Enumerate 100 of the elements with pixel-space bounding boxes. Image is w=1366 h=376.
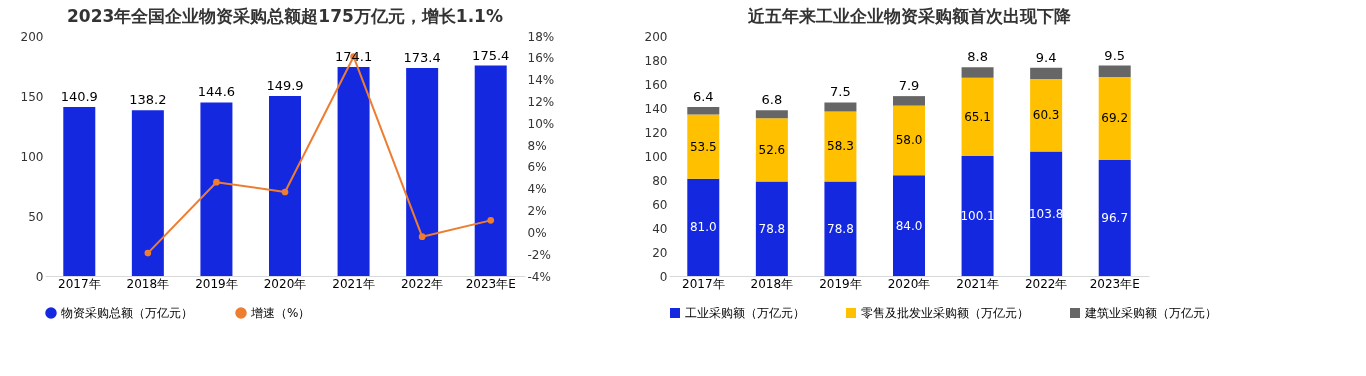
y-tick-label: 150 [20,89,44,104]
bar [269,96,301,276]
data-label: 96.7 [1101,210,1129,225]
data-label: 60.3 [1032,108,1060,123]
y2-tick-label: 16% [527,51,555,66]
y-tick-label: 200 [644,29,668,44]
bar [687,114,720,179]
bar [474,65,507,276]
bar [961,67,994,78]
y2-tick-label: 4% [527,182,547,197]
data-label: 138.2 [129,92,167,108]
y2-tick-label: 14% [527,73,555,88]
data-label: 8.8 [967,49,988,65]
legend-label: 增速（%） [250,306,311,320]
y2-tick-label: -4% [527,269,551,284]
y-tick-label: 20 [652,245,668,260]
data-label: 140.9 [60,88,98,104]
data-label: 9.5 [1104,47,1126,63]
data-label: 100.1 [960,208,995,223]
x-tick-label: 2021年 [332,276,375,291]
bar [131,110,164,276]
x-tick-label: 2017年 [682,276,725,291]
bar [1098,76,1131,160]
y-tick-label: 100 [644,149,668,164]
y2-tick-label: 12% [527,94,555,109]
bar [1030,151,1063,276]
y2-tick-label: 0% [527,225,547,240]
y-tick-label: 0 [659,269,668,284]
data-label: 149.9 [266,78,304,94]
bar [824,111,857,182]
bar [893,175,925,276]
data-label: 69.2 [1101,111,1129,126]
y-tick-label: 100 [20,149,44,164]
bar [893,105,925,176]
data-label: 65.1 [964,109,991,124]
data-label: 9.4 [1035,49,1057,65]
bar [1030,79,1063,152]
x-tick-label: 2018年 [750,276,794,291]
y-tick-label: 120 [644,125,668,140]
data-label: 6.8 [761,92,783,108]
bar [824,102,857,112]
y2-tick-label: 10% [527,116,555,131]
y-tick-label: 50 [28,209,44,224]
x-tick-label: 2023年E [465,276,516,291]
data-label: 175.4 [472,47,510,63]
bar [63,106,96,276]
bar [824,181,857,276]
point [144,249,152,257]
data-label: 78.8 [758,221,786,236]
bar [755,181,788,276]
data-label: 58.0 [895,133,923,148]
chart-title: 2023年全国企业物资采购总额超175万亿元，增长1.1% [67,6,503,26]
x-tick-label: 2021年 [956,276,999,291]
legend-label: 工业采购额（万亿元） [685,306,805,320]
point [213,178,220,186]
bar [687,178,720,276]
data-label: 78.8 [827,221,854,236]
bar [1098,159,1131,276]
legend-label: 物资采购总额（万亿元） [61,306,193,320]
data-label: 52.6 [758,142,786,157]
y-tick-label: 40 [652,221,668,236]
x-tick-label: 2022年 [400,276,444,291]
y-tick-label: 200 [20,29,44,44]
y2-tick-label: 6% [527,160,547,175]
point [487,217,495,224]
legend-label: 零售及批发业采购额（万亿元） [861,306,1029,320]
bar [687,106,720,115]
data-label: 7.5 [830,84,851,100]
point [418,233,426,241]
bar [755,110,788,119]
data-label: 6.4 [692,88,714,104]
bar [1098,65,1131,77]
x-tick-label: 2023年E [1089,276,1140,291]
y-tick-label: 180 [644,53,668,68]
x-tick-label: 2022年 [1024,276,1068,291]
y2-tick-label: -2% [527,247,551,262]
x-tick-label: 2017年 [58,276,101,291]
y2-tick-label: 2% [527,204,547,219]
bar [961,155,994,276]
y2-tick-label: 8% [527,138,547,153]
x-tick-label: 2020年 [263,276,307,291]
x-tick-label: 2020年 [887,276,931,291]
bar [406,67,439,276]
x-tick-label: 2019年 [195,276,238,291]
bar [337,67,370,276]
y-tick-label: 160 [644,77,668,92]
data-label: 58.3 [827,139,854,154]
legend-label: 建筑业采购额（万亿元） [1084,306,1217,320]
bar [200,102,233,276]
data-label: 53.5 [689,139,717,154]
x-tick-label: 2019年 [819,276,862,291]
point [281,188,289,196]
data-label: 81.0 [689,220,717,235]
data-label: 7.9 [898,78,920,94]
bar [893,96,925,106]
y-tick-label: 0 [35,269,44,284]
chart-title: 近五年来工业企业物资采购额首次出现下降 [746,6,1072,26]
y-tick-label: 140 [644,101,668,116]
data-label: 84.0 [895,218,923,233]
y-tick-label: 60 [652,197,668,212]
